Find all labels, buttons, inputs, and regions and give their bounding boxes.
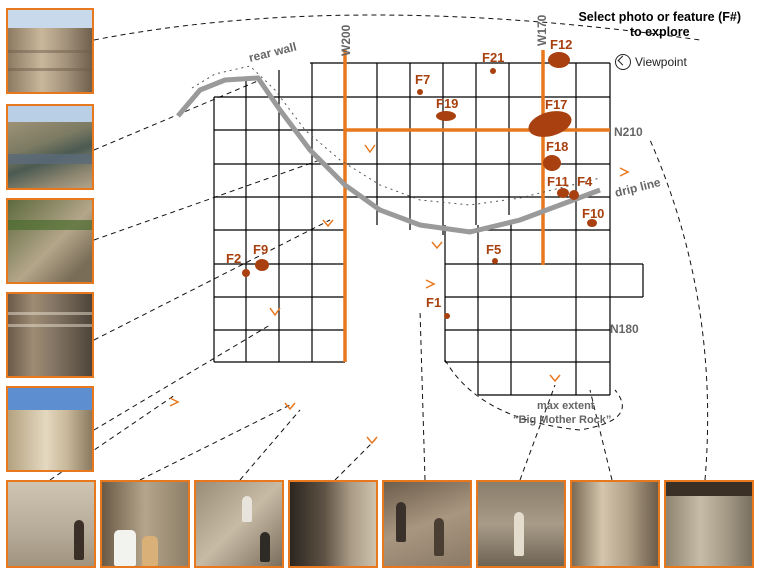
photo-thumbnail-bottom-1[interactable]	[6, 480, 96, 568]
rear-wall-band	[176, 65, 601, 235]
feature-f7-mark[interactable]	[417, 89, 423, 95]
datum-lines	[343, 50, 610, 362]
feature-f17-label[interactable]: F17	[545, 97, 567, 112]
feature-f21-mark[interactable]	[490, 68, 496, 74]
photo-thumbnail-bottom-2[interactable]	[100, 480, 190, 568]
photo-thumbnail-left-4[interactable]	[6, 292, 94, 378]
feature-f12-label[interactable]: F12	[550, 37, 572, 52]
photo-thumbnail-bottom-3[interactable]	[194, 480, 284, 568]
feature-f5-label[interactable]: F5	[486, 242, 501, 257]
photo-connector-lines	[49, 14, 709, 481]
photo-thumbnail-bottom-8[interactable]	[664, 480, 754, 568]
photo-thumbnail-bottom-7[interactable]	[570, 480, 660, 568]
feature-f10-label[interactable]: F10	[582, 206, 604, 221]
feature-f11-mark[interactable]	[557, 188, 569, 198]
grid-label-n210: N210	[614, 125, 643, 139]
excavation-grid	[213, 62, 644, 396]
instructions-line-1: Select photo or feature (F#)	[578, 10, 741, 24]
feature-f11-label[interactable]: F11	[547, 174, 569, 189]
feature-f18-label[interactable]: F18	[546, 139, 568, 154]
feature-f2-label[interactable]: F2	[226, 251, 241, 266]
feature-f18-mark[interactable]	[543, 155, 561, 171]
photo-thumbnail-bottom-4[interactable]	[288, 480, 378, 568]
big-mother-rock-label: “Big Mother Rock”	[513, 414, 611, 426]
viewpoint-chevrons[interactable]	[169, 144, 630, 445]
feature-f4-label[interactable]: F4	[577, 174, 593, 189]
feature-f7-label[interactable]: F7	[415, 72, 430, 87]
feature-f4-mark[interactable]	[569, 190, 579, 200]
feature-f1-label[interactable]: F1	[426, 295, 441, 310]
photo-thumbnail-left-5[interactable]	[6, 386, 94, 472]
feature-f21-label[interactable]: F21	[482, 50, 504, 65]
feature-f19-label[interactable]: F19	[436, 96, 458, 111]
feature-f1-mark[interactable]	[444, 313, 450, 319]
feature-f9-mark[interactable]	[255, 259, 269, 271]
feature-f10-mark[interactable]	[587, 219, 597, 227]
feature-f9-label[interactable]: F9	[253, 242, 268, 257]
photo-thumbnail-bottom-5[interactable]	[382, 480, 472, 568]
feature-marks[interactable]	[242, 52, 597, 319]
photo-thumbnail-left-2[interactable]	[6, 104, 94, 190]
instructions-header: Select photo or feature (F#) to explore	[578, 10, 741, 40]
instructions-line-2: to explore	[629, 25, 690, 39]
photo-thumbnail-left-1[interactable]	[6, 8, 94, 94]
max-extent-label: max extent	[537, 400, 595, 412]
rear-wall-label: rear wall	[247, 40, 298, 65]
grid-label-w200: W200	[339, 24, 353, 56]
photo-thumbnail-bottom-6[interactable]	[476, 480, 566, 568]
viewpoint-legend-label: Viewpoint	[635, 55, 687, 69]
feature-f12-mark[interactable]	[548, 52, 570, 68]
grid-label-w170: W170	[535, 14, 549, 46]
photo-thumbnail-left-3[interactable]	[6, 198, 94, 284]
feature-f2-mark[interactable]	[242, 269, 250, 277]
viewpoint-legend: Viewpoint	[615, 54, 687, 70]
grid-label-n180: N180	[610, 322, 639, 336]
drip-line-label: drip line	[613, 175, 662, 200]
feature-f5-mark[interactable]	[492, 258, 498, 264]
feature-f19-mark[interactable]	[436, 111, 456, 121]
viewpoint-icon	[615, 54, 631, 70]
feature-f17-mark[interactable]	[526, 107, 575, 142]
